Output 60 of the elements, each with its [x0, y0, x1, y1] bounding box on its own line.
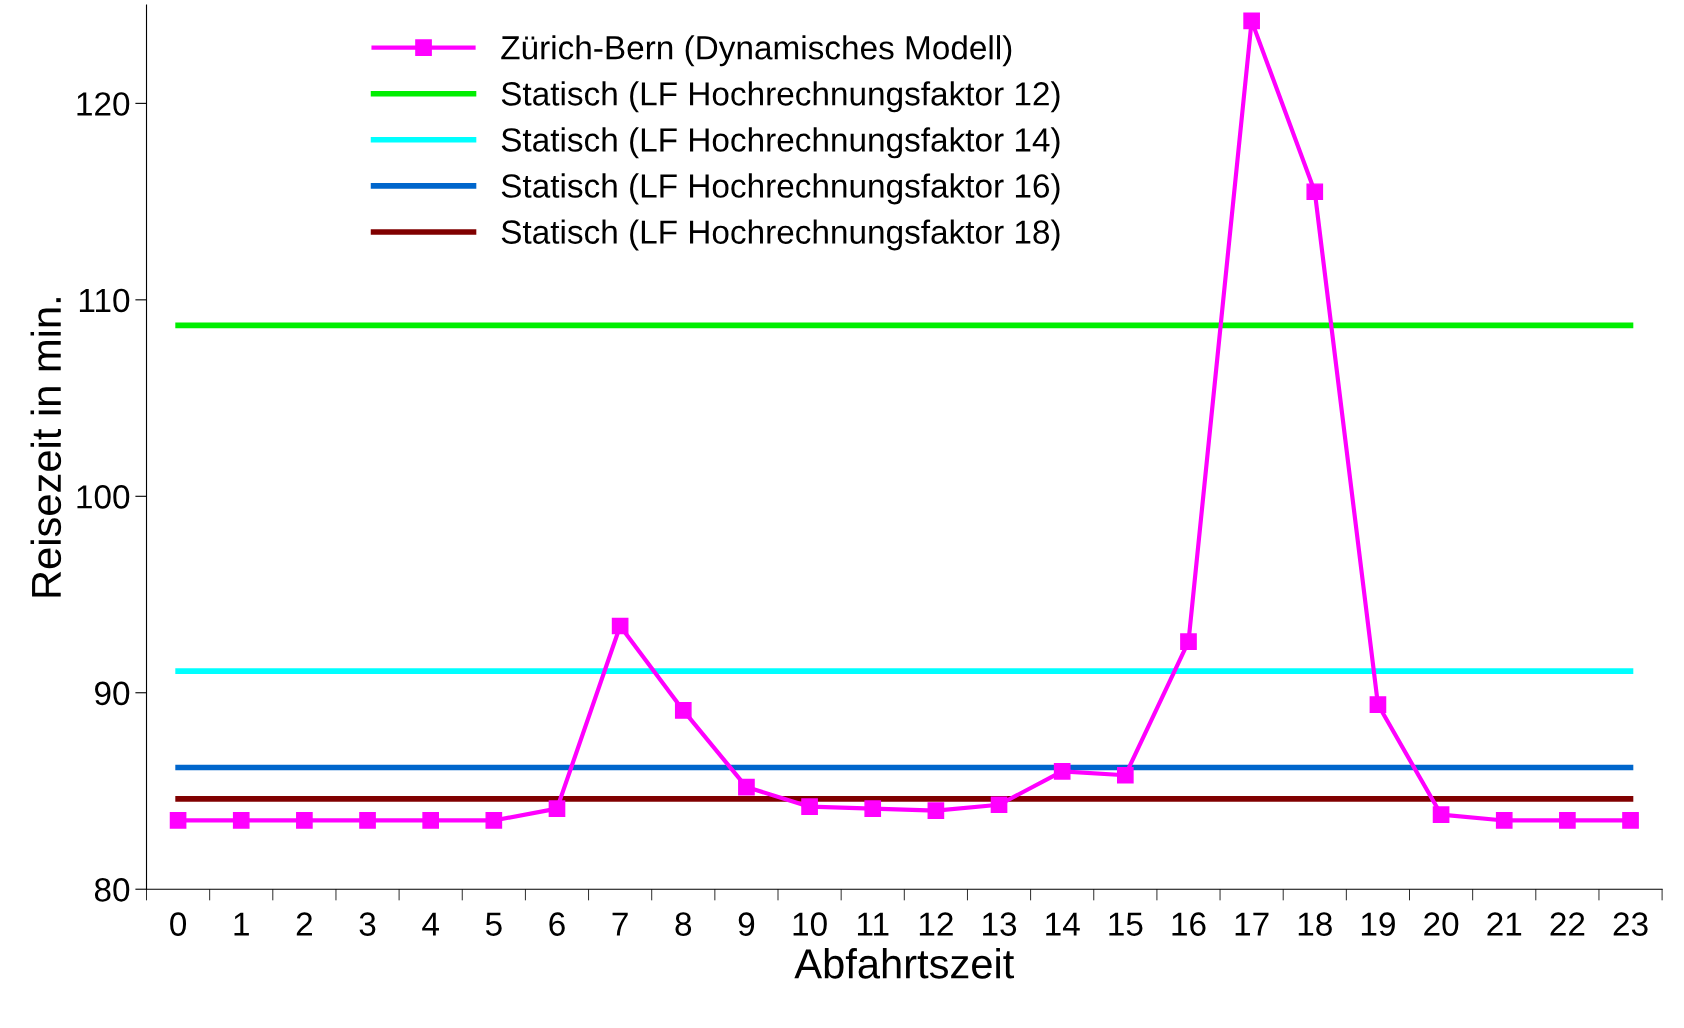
y-tick-label: 110 — [79, 288, 130, 313]
x-tick-label: 0 — [170, 912, 187, 936]
point — [1369, 696, 1387, 713]
x-tick-label: 13 — [983, 912, 1017, 936]
point — [1559, 812, 1576, 829]
y-axis-title: Reisezeit in min. — [30, 298, 62, 597]
point — [359, 812, 376, 829]
x-axis-title: Abfahrtszeit — [794, 948, 1015, 979]
point — [1495, 812, 1513, 829]
legend-label: Zürich-Bern (Dynamisches Modell) — [501, 35, 1012, 67]
x-tick-label: 20 — [1424, 912, 1459, 936]
point — [864, 800, 882, 818]
point — [232, 812, 250, 829]
point — [1243, 12, 1260, 30]
x-tick-label: 14 — [1046, 912, 1080, 936]
point — [611, 617, 629, 635]
x-tick-label: 2 — [296, 912, 312, 936]
point — [548, 800, 566, 818]
y-tick-label: 120 — [77, 92, 130, 116]
x-tick-label: 7 — [612, 912, 628, 936]
point — [485, 812, 503, 829]
x-tick-label: 9 — [738, 912, 755, 936]
x-tick-label: 1 — [234, 912, 249, 936]
point — [674, 702, 692, 719]
y-tick-label: 80 — [94, 878, 130, 902]
point — [1053, 763, 1071, 780]
y-tick-label: 90 — [95, 681, 130, 706]
point — [801, 798, 818, 816]
x-tick-label: 23 — [1613, 912, 1648, 936]
x-tick-label: 5 — [485, 912, 502, 936]
x-tick-label: 12 — [919, 912, 953, 936]
legend-label: Statisch (LF Hochrechnungsfaktor 12) — [501, 81, 1060, 113]
legend-label: Statisch (LF Hochrechnungsfaktor 16) — [501, 173, 1060, 205]
x-tick-label: 21 — [1487, 912, 1522, 936]
point — [296, 812, 313, 829]
x-tick-label: 16 — [1172, 912, 1206, 936]
point — [927, 802, 945, 819]
x-tick-label: 3 — [359, 912, 376, 936]
point — [1622, 812, 1639, 829]
x-tick-label: 6 — [549, 912, 565, 936]
point — [169, 812, 187, 829]
x-tick-label: 4 — [422, 912, 439, 936]
y-tick-label: 100 — [77, 485, 130, 509]
x-tick-label: 17 — [1235, 912, 1269, 936]
point — [1306, 183, 1324, 201]
x-tick-label: 8 — [675, 912, 692, 936]
point — [422, 812, 440, 829]
point — [1116, 766, 1134, 784]
legend-label: Statisch (LF Hochrechnungsfaktor 18) — [501, 219, 1060, 251]
x-tick-label: 10 — [793, 912, 827, 936]
x-tick-label: 11 — [857, 912, 889, 936]
legend-label: Statisch (LF Hochrechnungsfaktor 14) — [501, 127, 1060, 159]
point — [1180, 633, 1197, 651]
x-tick-label: 19 — [1361, 912, 1395, 936]
x-tick-label: 22 — [1550, 912, 1585, 936]
point — [990, 796, 1008, 814]
point — [1432, 806, 1450, 823]
point — [738, 778, 755, 796]
x-tick-label: 15 — [1109, 912, 1143, 936]
x-tick-label: 18 — [1298, 912, 1332, 936]
